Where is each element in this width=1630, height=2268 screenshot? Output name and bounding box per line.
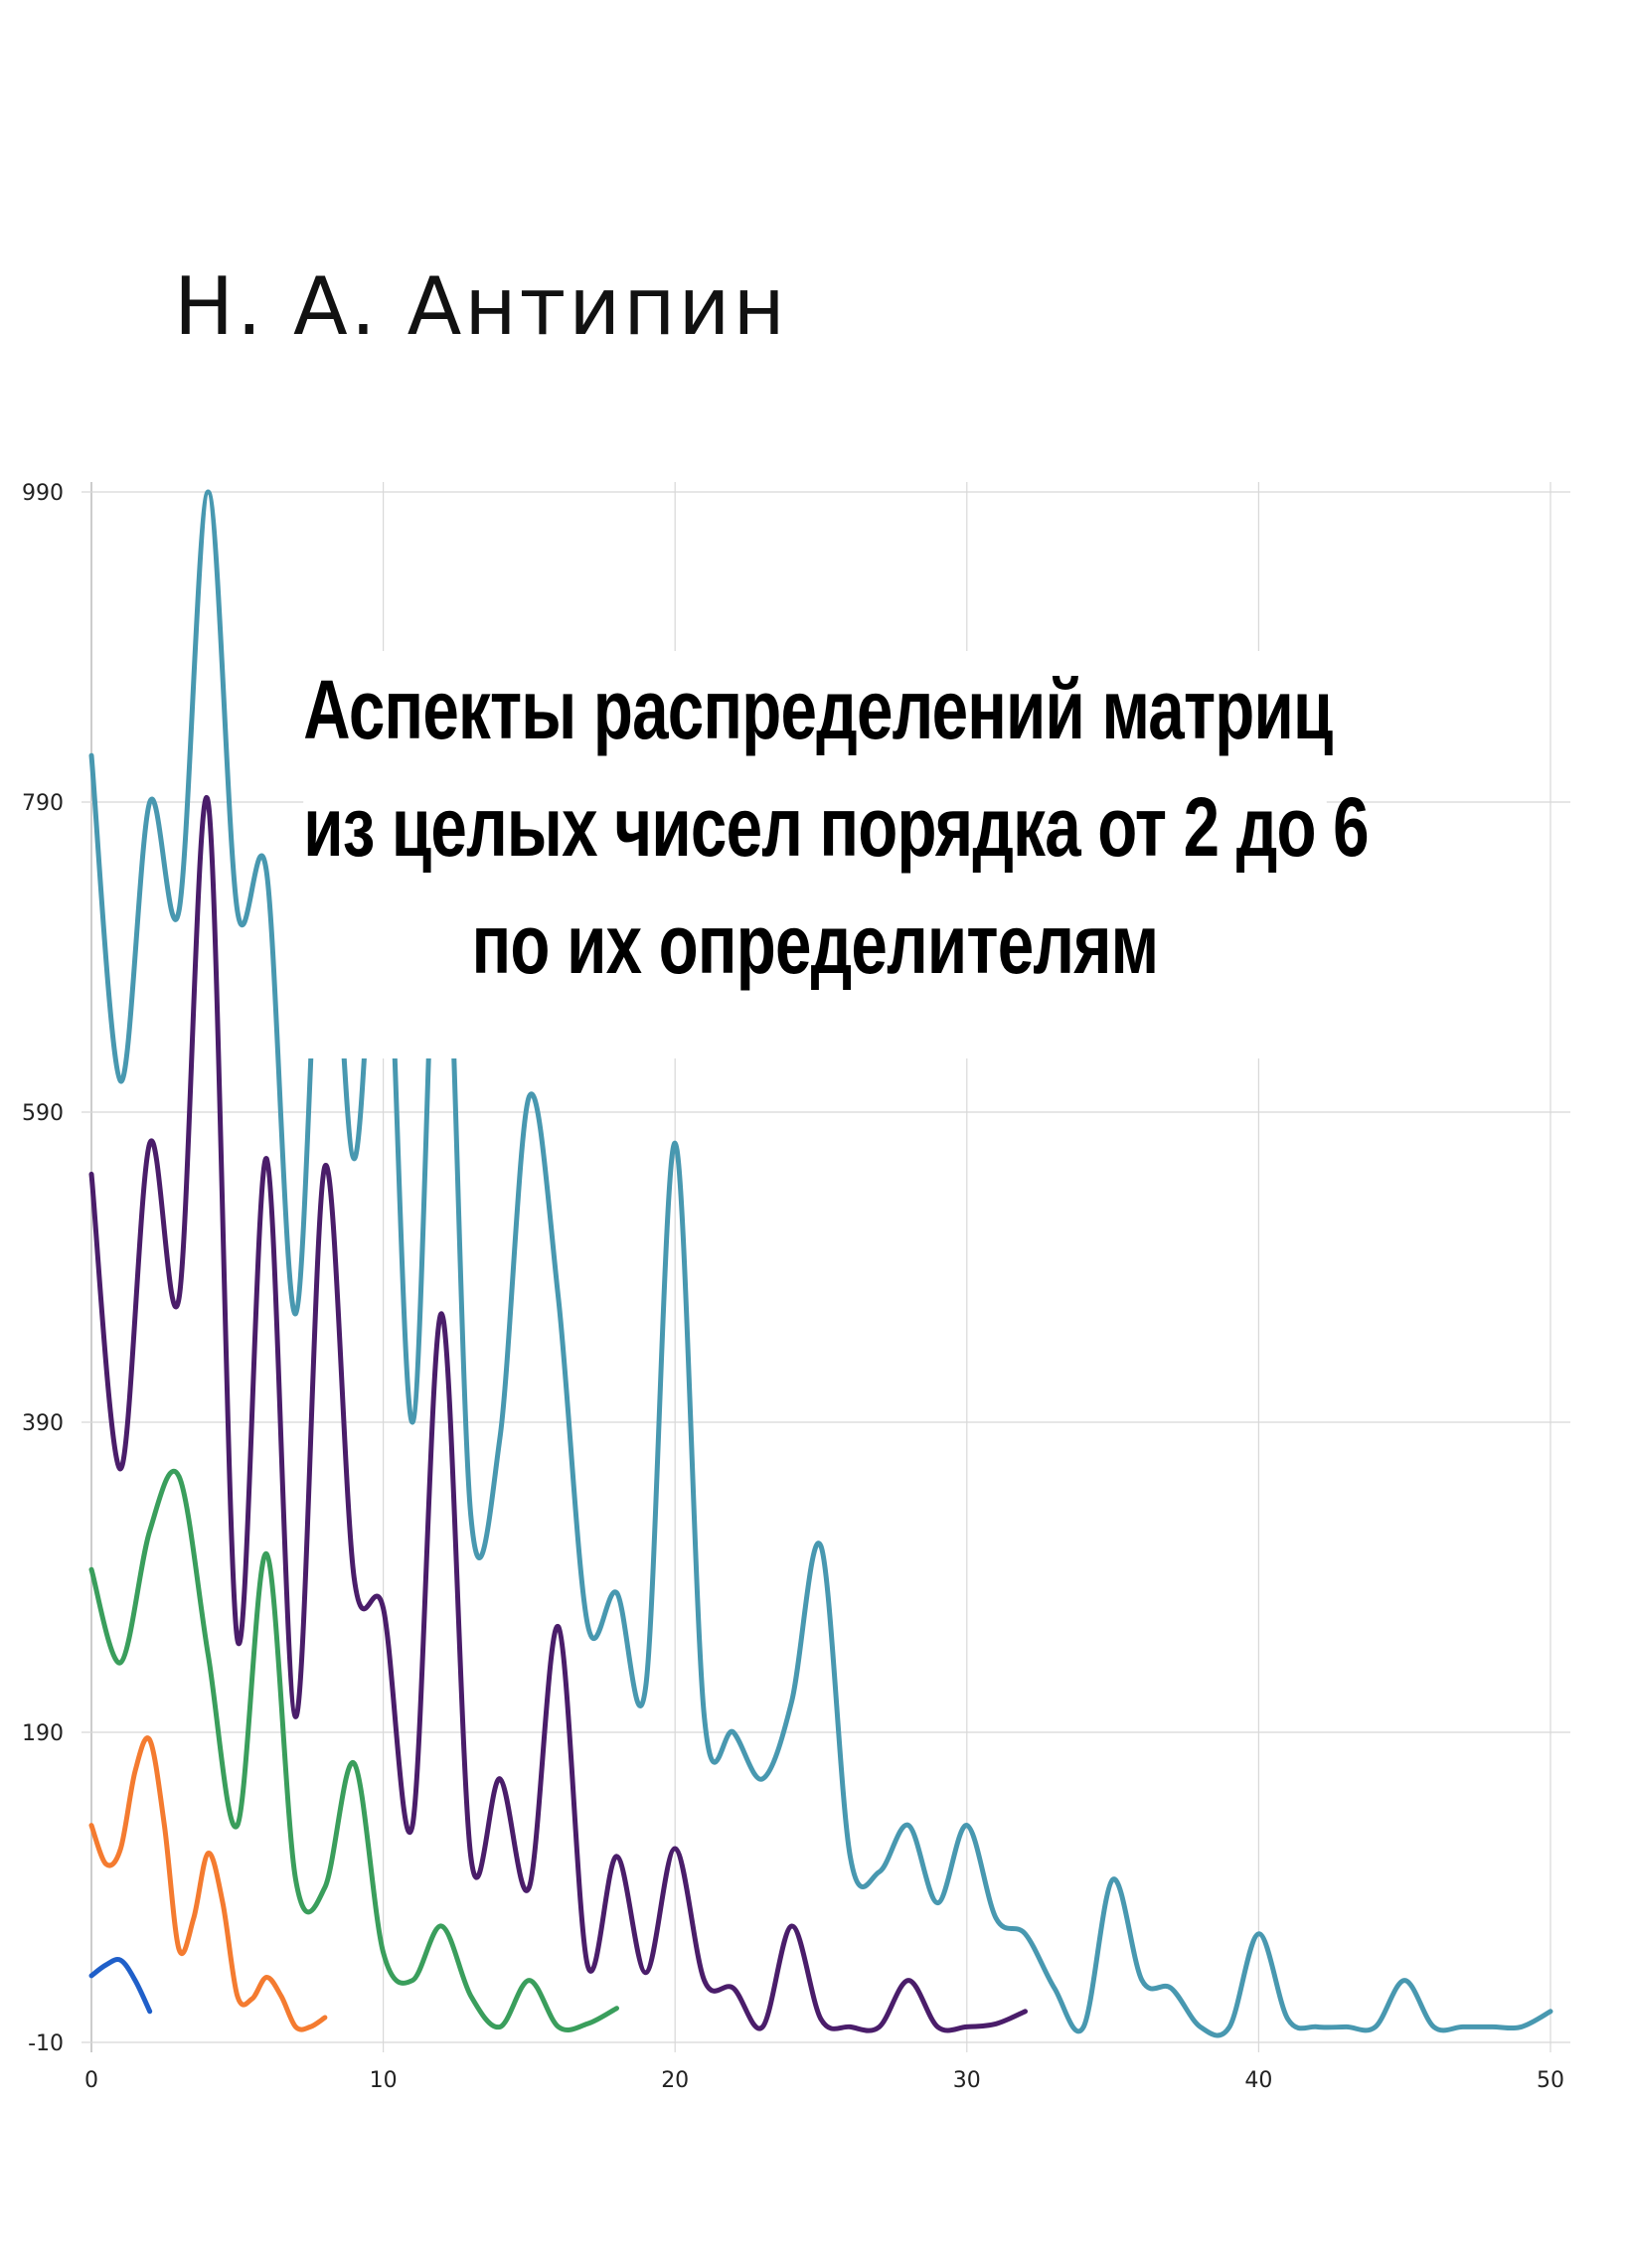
y-tick-label: 990: [22, 481, 64, 506]
author-name: Н. А. Антипин: [174, 260, 788, 353]
book-title: Аспекты распределений матриц из целых чи…: [303, 651, 1370, 1058]
series-line-4: [88, 795, 1028, 2033]
series-line-1: [88, 1957, 153, 2015]
series-line-2: [88, 1735, 328, 2032]
series-line-3: [88, 1468, 619, 2032]
y-tick-label: 590: [22, 1101, 64, 1126]
chart-tick-labels: 0 10 20 30 40 50 -10 190 390 590 790 990: [22, 481, 1564, 2093]
title-line-3: по их определителям: [471, 897, 1160, 991]
x-tick-label: 10: [370, 2068, 398, 2093]
x-tick-label: 40: [1244, 2068, 1272, 2093]
y-tick-label: 390: [22, 1411, 64, 1436]
title-line-2: из целых чисел порядка от 2 до 6: [303, 780, 1369, 874]
y-tick-label: 190: [22, 1721, 64, 1746]
chart-series-group: [88, 489, 1553, 2038]
series-line-5: [88, 489, 1553, 2038]
x-tick-label: 0: [84, 2068, 98, 2093]
x-tick-label: 20: [661, 2068, 689, 2093]
y-tick-label: 790: [22, 791, 64, 816]
y-tick-label: -10: [28, 2031, 64, 2056]
x-tick-label: 50: [1537, 2068, 1564, 2093]
x-tick-label: 30: [953, 2068, 981, 2093]
title-line-1: Аспекты распределений матриц: [303, 663, 1333, 756]
